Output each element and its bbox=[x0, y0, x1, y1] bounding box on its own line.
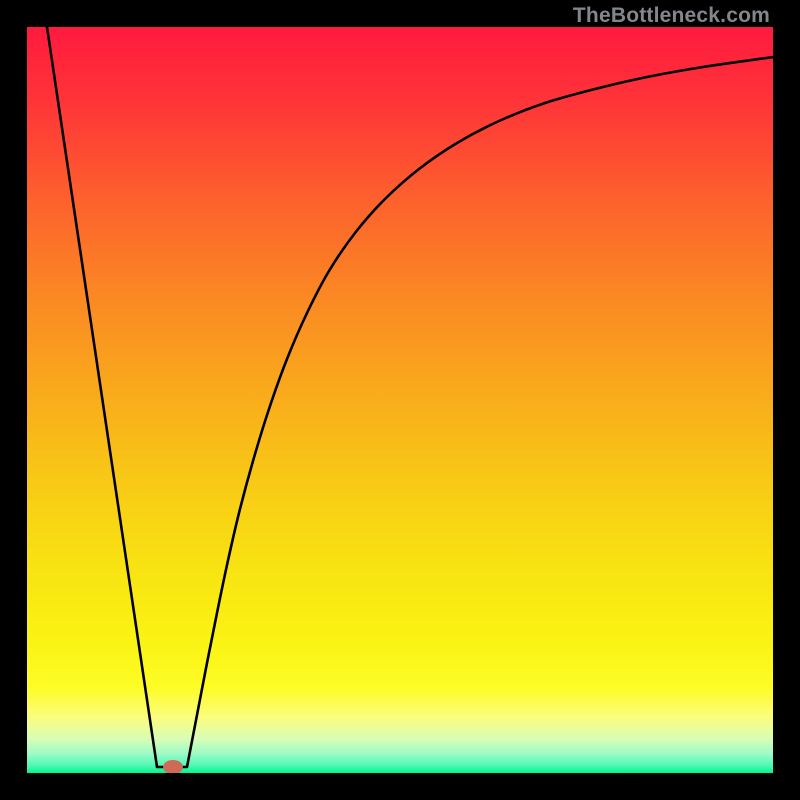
plot-area bbox=[27, 27, 773, 773]
bottleneck-curve bbox=[27, 27, 773, 773]
watermark-text: TheBottleneck.com bbox=[573, 4, 770, 28]
optimal-point-marker bbox=[163, 760, 183, 773]
chart-frame: TheBottleneck.com bbox=[0, 0, 800, 800]
